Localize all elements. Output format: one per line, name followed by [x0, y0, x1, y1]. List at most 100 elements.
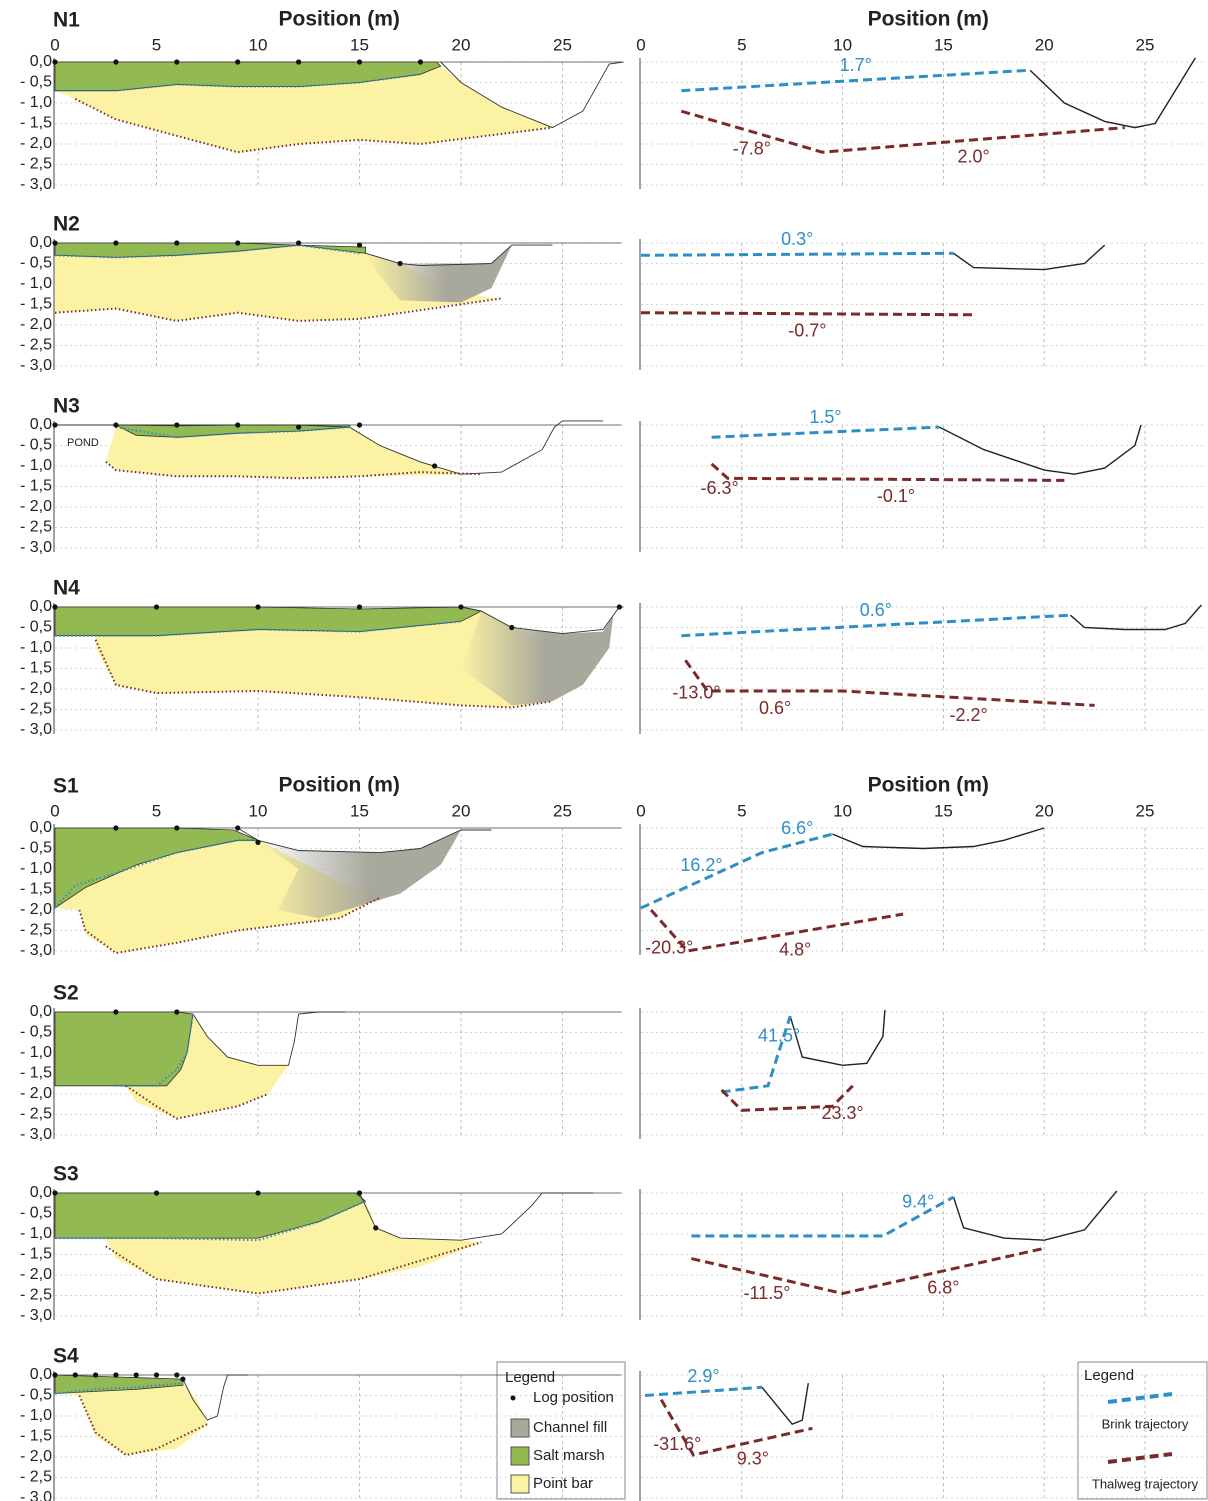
- y-tick-label: 0,0: [30, 234, 52, 251]
- y-tick-label: - 1,5: [20, 296, 52, 313]
- log-position: [52, 59, 57, 64]
- section-label: S2: [53, 982, 79, 1005]
- channel-profile: [939, 425, 1141, 474]
- log-position: [93, 1372, 98, 1377]
- log-position: [357, 59, 362, 64]
- brink-angle: 1.7°: [840, 55, 872, 75]
- y-tick-label: - 0,5: [20, 1024, 52, 1041]
- x-tick-label: 15: [934, 35, 953, 54]
- section-label: S4: [53, 1345, 79, 1368]
- axis-title: Position (m): [279, 8, 400, 31]
- log-position: [357, 1190, 362, 1195]
- y-tick-label: - 1,5: [20, 1065, 52, 1082]
- x-tick-label: 10: [833, 801, 852, 820]
- y-tick-label: - 0,5: [20, 1387, 52, 1404]
- channel-profile: [762, 1383, 808, 1424]
- log-position: [398, 261, 403, 266]
- page: N10,0- 0,5- 1,0- 1,5- 2,0- 2,5- 3,005101…: [0, 0, 1208, 1501]
- legend-swatch: [511, 1419, 529, 1437]
- y-tick-label: - 2,5: [20, 701, 52, 718]
- section-label: N3: [53, 395, 80, 418]
- log-position: [154, 1190, 159, 1195]
- legend-title: Legend: [505, 1369, 555, 1386]
- channel-profile: [954, 1191, 1117, 1240]
- y-tick-label: - 0,5: [20, 437, 52, 454]
- y-tick-label: 0,0: [30, 1003, 52, 1020]
- y-tick-label: 0,0: [30, 416, 52, 433]
- x-tick-label: 10: [249, 801, 268, 820]
- thalweg-angle: -11.5°: [744, 1283, 791, 1303]
- log-position: [174, 422, 179, 427]
- channel-profile: [360, 1193, 594, 1240]
- brink-angle: 0.3°: [781, 229, 813, 249]
- y-tick-label: - 2,0: [20, 1266, 52, 1283]
- y-tick-label: - 1,0: [20, 1225, 52, 1242]
- log-position: [73, 1372, 78, 1377]
- x-tick-label: 25: [1136, 35, 1155, 54]
- log-position: [373, 1225, 378, 1230]
- y-tick-label: - 2,0: [20, 498, 52, 515]
- brink-angle: 9.4°: [902, 1191, 934, 1211]
- x-tick-label: 5: [737, 35, 746, 54]
- x-tick-label: 15: [350, 801, 369, 820]
- x-tick-label: 20: [1035, 801, 1054, 820]
- log-position: [357, 422, 362, 427]
- log-position: [235, 422, 240, 427]
- y-tick-label: - 3,0: [20, 721, 52, 738]
- brink-angle: 0.6°: [860, 600, 892, 620]
- y-tick-label: 0,0: [30, 598, 52, 615]
- y-tick-label: - 3,0: [20, 539, 52, 556]
- axis-title: Position (m): [868, 8, 989, 31]
- log-position: [52, 240, 57, 245]
- thalweg-angle: -0.7°: [788, 320, 826, 340]
- log-position: [52, 1190, 57, 1195]
- section-label: S3: [53, 1163, 79, 1186]
- log-position: [154, 1372, 159, 1377]
- y-tick-label: - 2,5: [20, 1469, 52, 1486]
- x-tick-label: 10: [249, 35, 268, 54]
- x-tick-label: 10: [833, 35, 852, 54]
- y-tick-label: - 1,5: [20, 660, 52, 677]
- log-position: [174, 825, 179, 830]
- brink-trajectory: [645, 1387, 762, 1395]
- channel-profile: [954, 245, 1105, 270]
- y-tick-label: - 1,0: [20, 1407, 52, 1424]
- salt-marsh: [55, 1012, 193, 1086]
- log-position: [174, 240, 179, 245]
- brink-angle: 16.2°: [680, 855, 722, 875]
- y-tick-label: - 3,0: [20, 1489, 52, 1501]
- thalweg-angle: 23.3°: [821, 1103, 863, 1123]
- log-position: [52, 604, 57, 609]
- thalweg-angle: 0.6°: [759, 698, 791, 718]
- y-tick-label: - 1,0: [20, 275, 52, 292]
- y-tick-label: - 0,5: [20, 619, 52, 636]
- x-tick-label: 5: [152, 801, 161, 820]
- y-tick-label: - 3,0: [20, 1126, 52, 1143]
- x-tick-label: 15: [934, 801, 953, 820]
- log-position: [134, 1372, 139, 1377]
- legend-title: Legend: [1084, 1367, 1134, 1384]
- x-tick-label: 25: [553, 35, 572, 54]
- y-tick-label: - 1,0: [20, 457, 52, 474]
- channel-profile: [790, 1010, 885, 1065]
- y-tick-label: - 1,0: [20, 94, 52, 111]
- x-tick-label: 20: [1035, 35, 1054, 54]
- y-tick-label: - 2,0: [20, 316, 52, 333]
- y-tick-label: - 2,5: [20, 156, 52, 173]
- channel-profile: [833, 828, 1045, 849]
- log-position: [418, 59, 423, 64]
- legend-label: Salt marsh: [533, 1447, 605, 1464]
- y-tick-label: - 2,0: [20, 1448, 52, 1465]
- log-position: [235, 240, 240, 245]
- thalweg-angle: 6.8°: [927, 1278, 959, 1298]
- log-position: [432, 463, 437, 468]
- log-position: [113, 422, 118, 427]
- log-position: [52, 422, 57, 427]
- y-tick-label: - 2,0: [20, 680, 52, 697]
- channel-profile: [1030, 58, 1195, 128]
- x-tick-label: 20: [452, 801, 471, 820]
- log-position: [296, 424, 301, 429]
- log-position: [255, 1190, 260, 1195]
- y-tick-label: - 3,0: [20, 1307, 52, 1324]
- log-position: [154, 604, 159, 609]
